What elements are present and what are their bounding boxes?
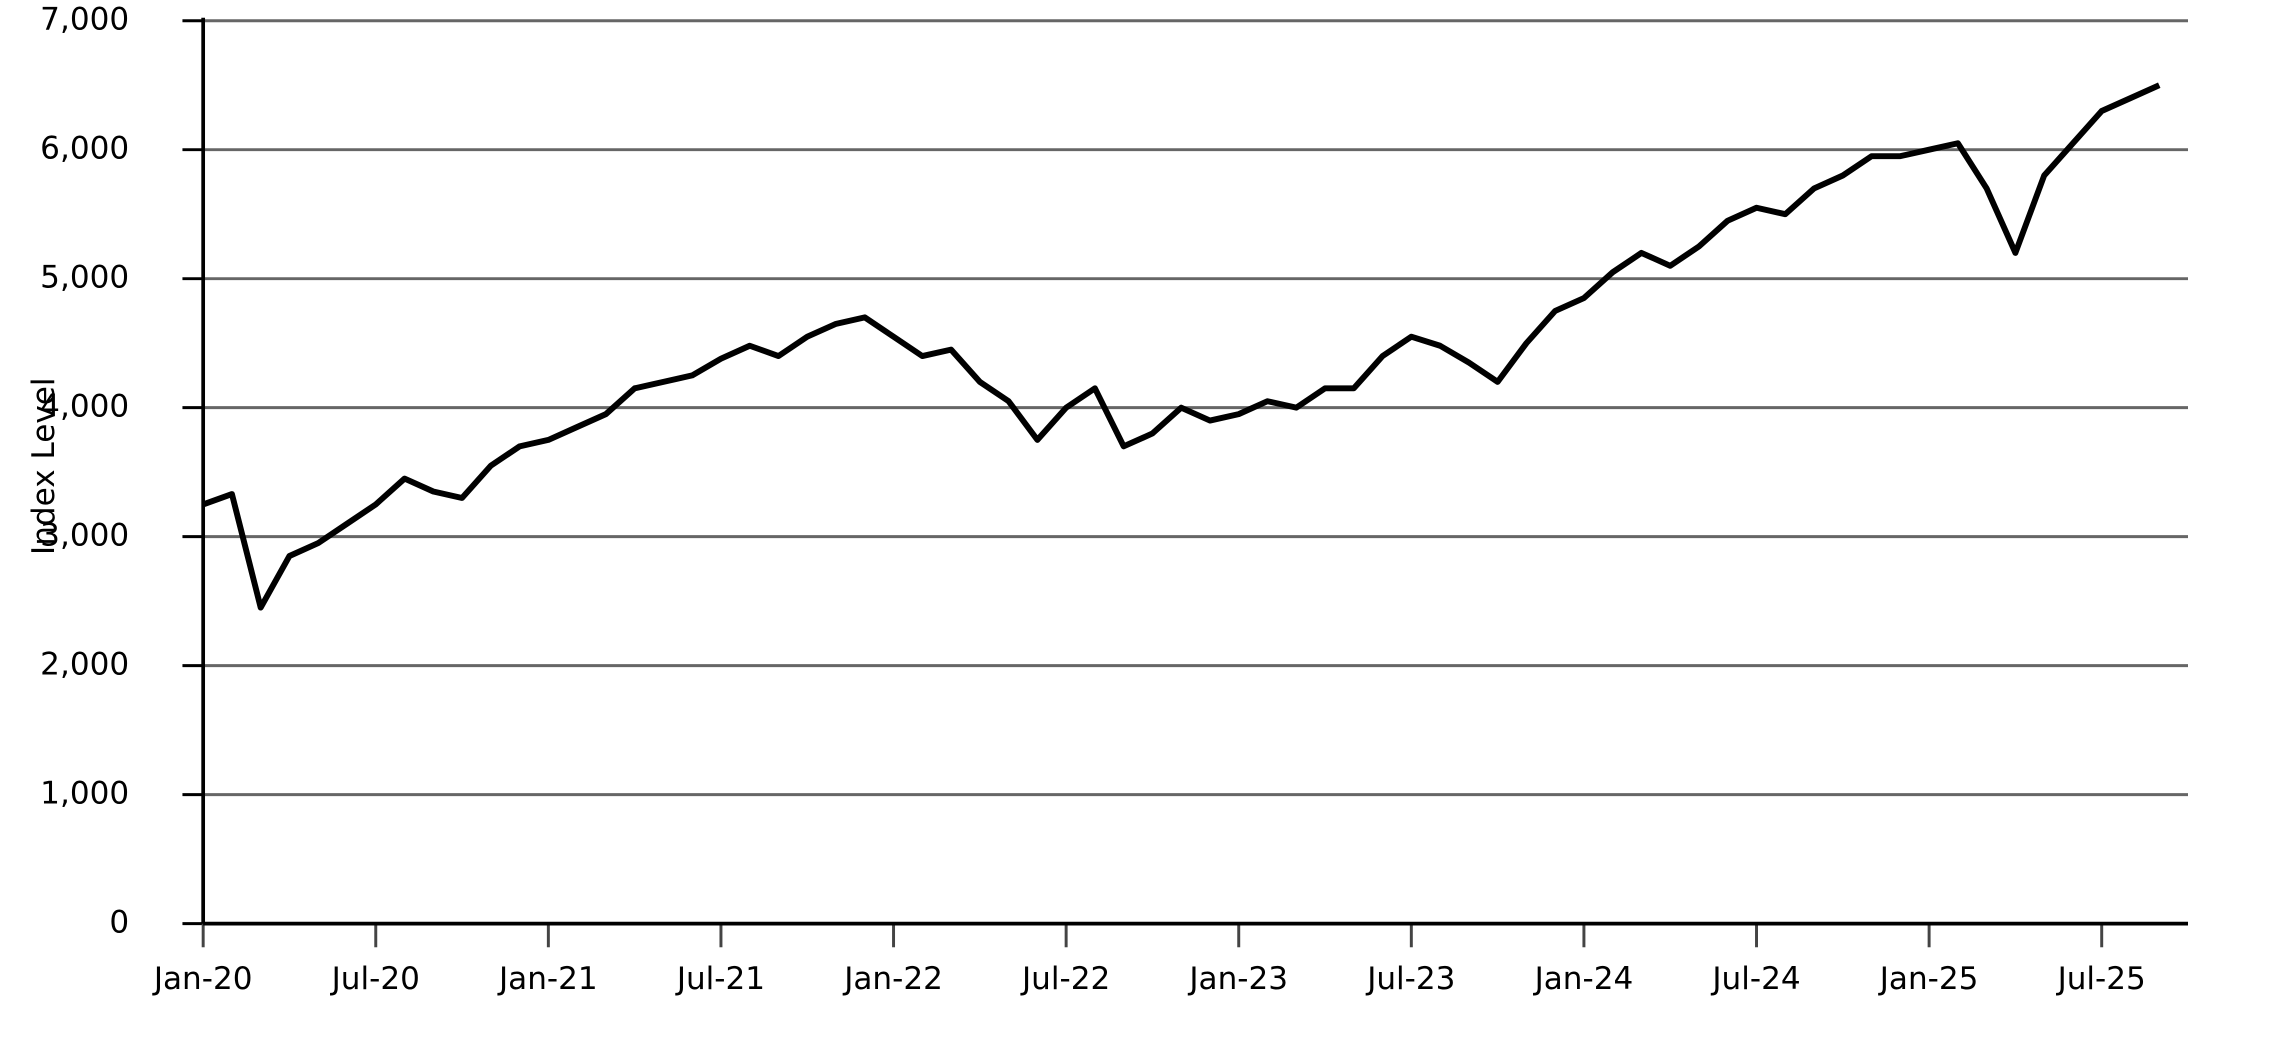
x-tick-label: Jan-24	[1533, 961, 1634, 997]
x-tick-label: Jul-25	[2056, 961, 2146, 997]
y-tick-label: 7,000	[40, 2, 129, 38]
line-series	[202, 82, 2161, 611]
y-tick-label: 3,000	[40, 518, 129, 554]
x-tick-label: Jan-23	[1187, 961, 1288, 997]
y-tick-label: 2,000	[40, 647, 129, 683]
x-tick-label: Jan-20	[152, 961, 253, 997]
y-tick-label: 1,000	[40, 776, 129, 812]
y-tick-label: 6,000	[40, 131, 129, 167]
x-tick-label: Jan-21	[497, 961, 598, 997]
x-tick-label: Jul-20	[330, 961, 420, 997]
x-tick-label: Jul-23	[1365, 961, 1455, 997]
y-tick-label: 5,000	[40, 260, 129, 296]
y-tick-label: 0	[109, 905, 129, 941]
x-tick-label: Jul-22	[1020, 961, 1110, 997]
x-tick-label: Jan-22	[842, 961, 943, 997]
x-tick-label: Jul-21	[675, 961, 765, 997]
y-tick-label: 4,000	[40, 389, 129, 425]
x-tick-label: Jul-24	[1710, 961, 1800, 997]
y-axis-label: Index Level	[26, 377, 62, 554]
x-tick-label: Jan-25	[1878, 961, 1979, 997]
